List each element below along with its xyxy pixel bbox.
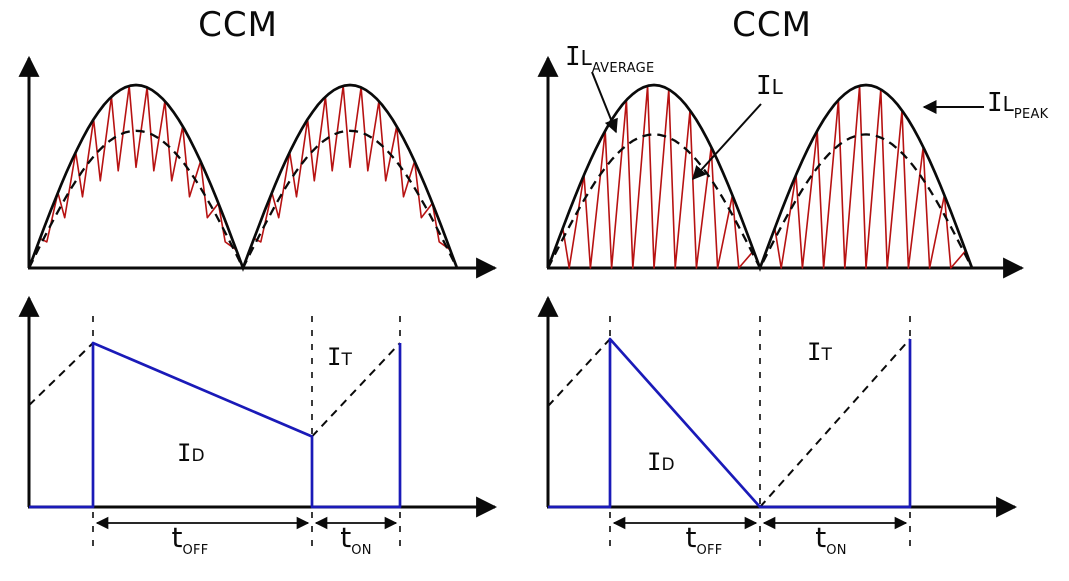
label-il-average: ILAVERAGE [565,42,655,75]
label-id-left: ID [177,441,205,465]
il-peak-cap: L [1002,92,1014,116]
label-it-right: IT [807,340,832,364]
toff-left-sub: OFF [182,543,209,558]
ton-left-base: t [340,521,352,554]
label-il: IL [756,73,783,99]
ton-right-sub: ON [826,543,847,558]
id-left-base: I [177,439,192,467]
label-ton-right: tON [815,521,847,558]
il-peak-sub: PEAK [1013,107,1049,122]
ton-left-sub: ON [351,543,372,558]
toff-left-base: t [171,521,183,554]
ton-right-base: t [815,521,827,554]
it-right-cap: T [821,345,832,365]
il-average-base: I [565,42,581,72]
transistor-ramp-dashed [547,338,611,407]
label-ton-left: tON [340,521,372,558]
il-average-pointer-arrow [591,71,618,134]
il-peak-base: I [987,88,1003,118]
it-left-cap: T [341,350,352,370]
diode-current [548,337,912,509]
peak-envelope [546,83,974,272]
label-id-right: ID [647,450,675,474]
average-current-dashed [546,133,974,271]
panel-title-left: CCM [198,5,278,45]
il-pointer-arrow [692,103,762,181]
il-average-sub: AVERAGE [591,61,655,76]
ripple-current [28,85,458,269]
ripple-current [547,85,973,269]
panel-title-right: CCM [732,5,812,45]
toff-right-base: t [685,521,697,554]
it-right-base: I [807,338,822,366]
average-current-dashed [27,129,459,271]
toff-right-sub: OFF [696,543,723,558]
label-toff-left: tOFF [171,521,208,558]
it-left-base: I [327,343,342,371]
peak-envelope [27,83,459,272]
il-base: I [756,71,772,101]
label-it-left: IT [327,345,352,369]
transistor-ramp-dashed [28,342,94,407]
transistor-ramp-dashed [759,338,911,508]
id-left-cap: D [191,446,205,466]
label-toff-right: tOFF [685,521,722,558]
il-cap: L [771,75,783,99]
transistor-ramp-dashed [311,342,401,438]
diode-current [29,341,402,509]
id-right-cap: D [661,455,675,475]
label-il-peak: ILPEAK [987,88,1048,121]
id-right-base: I [647,448,662,476]
il-average-cap: L [580,46,592,70]
